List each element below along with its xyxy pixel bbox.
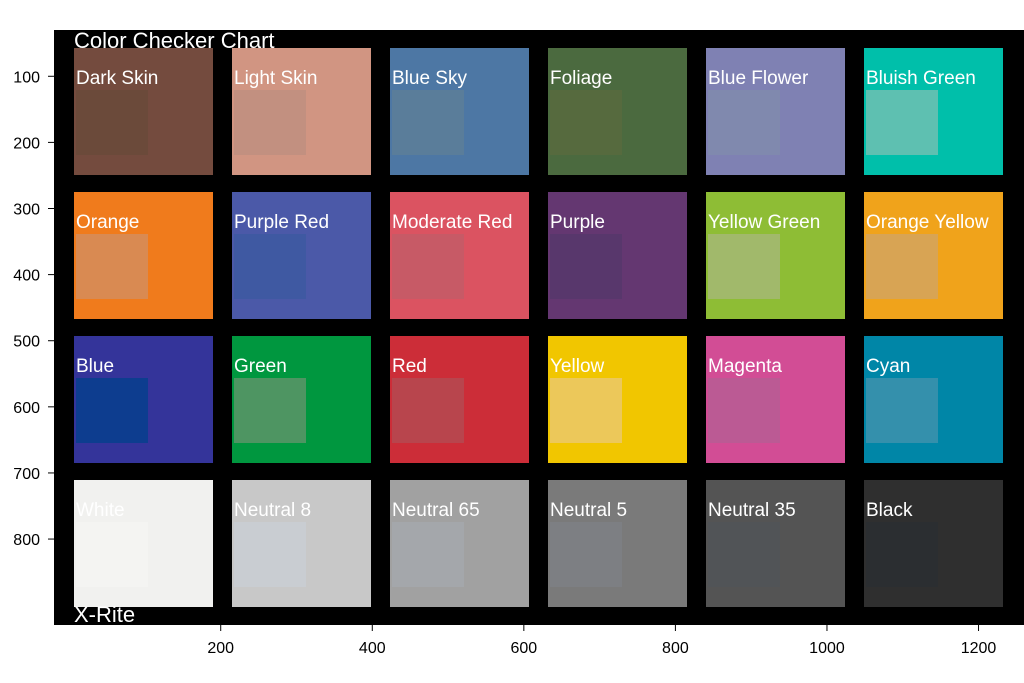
x-tick-label: 400 — [359, 640, 386, 657]
patch-label: Yellow — [550, 356, 605, 377]
patch-label: Bluish Green — [866, 68, 976, 89]
patch-blue: Blue — [74, 336, 213, 463]
patch-label: Neutral 65 — [392, 500, 480, 521]
patch-blue-flower: Blue Flower — [706, 48, 845, 175]
patch-neutral-65: Neutral 65 — [390, 480, 529, 607]
patch-orange-yellow: Orange Yellow — [864, 192, 1003, 319]
patch-label: Purple Red — [234, 212, 329, 233]
patch-label: Neutral 5 — [550, 500, 627, 521]
patches-layer: Dark Skin Light Skin Blue Sky Foliage Blue F… — [74, 48, 1003, 607]
x-tick-label: 600 — [510, 640, 537, 657]
patch-label: Light Skin — [234, 68, 317, 89]
patch-inner-sample — [234, 90, 306, 155]
brand-label-overlay: X-Rite — [74, 602, 135, 627]
patch-purple-red: Purple Red — [232, 192, 371, 319]
patch-label: Red — [392, 356, 427, 377]
plot-background — [54, 30, 1024, 625]
x-tick-label: 1200 — [961, 640, 997, 657]
patch-label: Foliage — [550, 68, 612, 89]
patch-inner-sample — [708, 522, 780, 587]
patch-inner-sample — [550, 90, 622, 155]
patch-inner-sample — [392, 378, 464, 443]
patch-dark-skin: Dark Skin — [74, 48, 213, 175]
patch-label: Neutral 8 — [234, 500, 311, 521]
patch-inner-sample — [708, 90, 780, 155]
patch-bluish-green: Bluish Green — [864, 48, 1003, 175]
patch-neutral-35: Neutral 35 — [706, 480, 845, 607]
patch-inner-sample — [708, 378, 780, 443]
patch-black: Black — [864, 480, 1003, 607]
patch-label: Dark Skin — [76, 68, 158, 89]
patch-label: Blue Flower — [708, 68, 809, 89]
patch-inner-sample — [866, 522, 938, 587]
patch-light-skin: Light Skin — [232, 48, 371, 175]
patch-label: Black — [866, 500, 913, 521]
patch-label: Moderate Red — [392, 212, 512, 233]
patch-label: Orange — [76, 212, 139, 233]
y-tick-label: 400 — [13, 268, 40, 285]
axes-layer: 200 400 600 800 1000 1200 100 200 300 400 500 600 70… — [13, 69, 996, 657]
y-tick-label: 300 — [13, 202, 40, 219]
patch-label: Blue Sky — [392, 68, 467, 89]
patch-blue-sky: Blue Sky — [390, 48, 529, 175]
patch-green: Green — [232, 336, 371, 463]
patch-moderate-red: Moderate Red — [390, 192, 529, 319]
patch-purple: Purple — [548, 192, 687, 319]
patch-orange: Orange — [74, 192, 213, 319]
y-tick-label: 200 — [13, 135, 40, 152]
patch-inner-sample — [234, 234, 306, 299]
patch-inner-sample — [550, 522, 622, 587]
patch-inner-sample — [76, 522, 148, 587]
patch-yellow-green: Yellow Green — [706, 192, 845, 319]
patch-label: Cyan — [866, 356, 910, 377]
patch-inner-sample — [76, 234, 148, 299]
y-tick-label: 100 — [13, 69, 40, 86]
patch-foliage: Foliage — [548, 48, 687, 175]
patch-yellow: Yellow — [548, 336, 687, 463]
y-tick-label: 600 — [13, 400, 40, 417]
patch-white: White — [74, 480, 213, 607]
patch-label: Orange Yellow — [866, 212, 989, 233]
y-tick-label: 800 — [13, 532, 40, 549]
x-tick-label: 1000 — [809, 640, 845, 657]
patch-label: Green — [234, 356, 287, 377]
patch-label: Neutral 35 — [708, 500, 796, 521]
patch-inner-sample — [392, 90, 464, 155]
patch-inner-sample — [392, 522, 464, 587]
y-tick-label: 700 — [13, 466, 40, 483]
chart-title-overlay: Color Checker Chart — [74, 28, 275, 53]
patch-neutral-5: Neutral 5 — [548, 480, 687, 607]
patch-cyan: Cyan — [864, 336, 1003, 463]
patch-inner-sample — [550, 234, 622, 299]
x-tick-label: 800 — [662, 640, 689, 657]
x-tick-label: 200 — [207, 640, 234, 657]
patch-inner-sample — [866, 234, 938, 299]
patch-inner-sample — [392, 234, 464, 299]
patch-inner-sample — [550, 378, 622, 443]
patch-label: Purple — [550, 212, 605, 233]
patch-inner-sample — [708, 234, 780, 299]
y-tick-label: 500 — [13, 334, 40, 351]
patch-label: White — [76, 500, 125, 521]
patch-inner-sample — [76, 378, 148, 443]
patch-label: Blue — [76, 356, 114, 377]
patch-inner-sample — [866, 378, 938, 443]
patch-inner-sample — [866, 90, 938, 155]
patch-inner-sample — [234, 522, 306, 587]
patch-label: Yellow Green — [708, 212, 820, 233]
patch-red: Red — [390, 336, 529, 463]
patch-inner-sample — [76, 90, 148, 155]
patch-label: Magenta — [708, 356, 782, 377]
patch-neutral-8: Neutral 8 — [232, 480, 371, 607]
patch-magenta: Magenta — [706, 336, 845, 463]
patch-inner-sample — [234, 378, 306, 443]
